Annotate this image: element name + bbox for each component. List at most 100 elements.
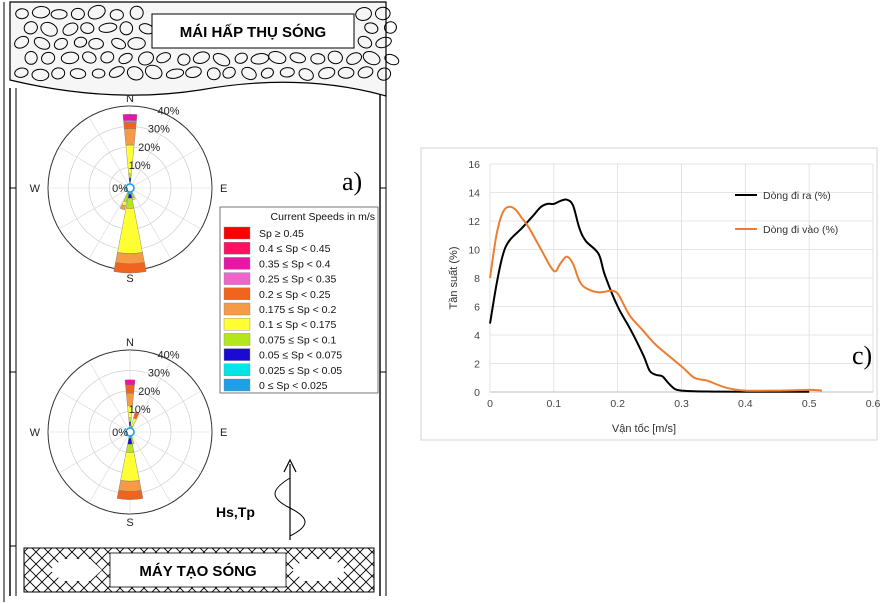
legend-swatch	[223, 287, 251, 300]
compass-s-label: S	[126, 273, 133, 285]
x-tick-label: 0.4	[738, 398, 753, 410]
rose-spoke	[88, 360, 131, 433]
legend-label: 0 ≤ Sp < 0.025	[259, 380, 328, 392]
legend-title: Current Speeds in m/s	[271, 211, 375, 223]
legend-series-label: Dòng đi vào (%)	[763, 224, 838, 236]
y-tick-label: 8	[474, 273, 480, 285]
rose-spoke	[129, 116, 172, 189]
legend-swatch	[223, 302, 251, 316]
rose-spoke	[58, 146, 131, 189]
rose-sector	[116, 490, 144, 500]
rose-sector	[124, 128, 136, 146]
panel-c: 0 0.1 0.2 0.3 0.4 0.5 0.6 0 2 4 6 8 10 12 14 16 Vận tốc…	[420, 147, 881, 441]
rose-sector	[123, 122, 137, 130]
rose-sector	[115, 252, 145, 264]
rose-spoke	[58, 187, 131, 230]
series-line-inflow	[489, 205, 822, 392]
rose-spoke	[129, 146, 202, 189]
rose-spoke	[129, 431, 172, 504]
legend-label: 0.4 ≤ Sp < 0.45	[259, 243, 331, 255]
rose-center-label: 0%	[112, 183, 128, 195]
rose-sector	[128, 417, 132, 423]
wave-label: Hs,Tp	[216, 504, 255, 520]
x-tick-label: 0.1	[547, 398, 562, 410]
rose-sector	[125, 384, 135, 394]
ring-label: 40%	[157, 106, 179, 118]
rose-sector	[133, 411, 140, 420]
ring-label: 20%	[138, 142, 160, 154]
legend-swatch	[223, 363, 251, 376]
wave-direction-arrow: Hs,Tp	[216, 458, 306, 540]
x-tick-label: 0.6	[866, 398, 881, 410]
y-tick-label: 14	[468, 188, 480, 200]
x-tick-label: 0.5	[802, 398, 817, 410]
rose-sector	[125, 443, 135, 453]
rose-spoke	[88, 431, 131, 504]
compass-w-label: W	[30, 427, 41, 439]
rose-sector	[128, 177, 132, 183]
y-tick-label: 10	[468, 245, 480, 257]
y-tick-label: 12	[468, 216, 480, 228]
legend-swatch	[223, 378, 251, 392]
legend-swatch	[223, 272, 251, 285]
y-tick-label: 2	[474, 359, 480, 371]
compass-n-label: N	[126, 337, 134, 349]
x-axis-label: Vận tốc [m/s]	[612, 423, 676, 435]
basin-walls	[3, 2, 387, 602]
compass-w-label: W	[30, 183, 41, 195]
rose-sector	[119, 204, 126, 211]
x-tick-label: 0.3	[674, 398, 689, 410]
legend-label: 0.075 ≤ Sp < 0.1	[259, 334, 336, 346]
rose-spoke	[58, 390, 131, 433]
legend-swatch	[223, 333, 251, 346]
rose-sector	[128, 421, 132, 427]
rose-lower: N S E W 0%10% 20% 30% 40%	[30, 337, 228, 529]
rose-upper: N S E W 0%10% 20% 30% 40%	[30, 93, 228, 285]
y-tick-label: 6	[474, 302, 480, 314]
panel-a-label: a)	[342, 167, 362, 196]
rose-sector	[130, 437, 135, 445]
rose-sector	[122, 114, 138, 121]
rose-center-label: 0%	[112, 427, 128, 439]
legend-swatch	[223, 348, 251, 361]
ring-label: 10%	[129, 404, 151, 416]
y-tick-label: 4	[474, 330, 480, 342]
legend-label: 0.35 ≤ Sp < 0.4	[259, 258, 331, 270]
wave-maker: MÁY TẠO SÓNG	[23, 547, 375, 593]
ring-label: 30%	[148, 124, 170, 136]
compass-e-label: E	[220, 183, 227, 195]
legend-label: 0.025 ≤ Sp < 0.05	[259, 365, 342, 377]
y-tick-label: 16	[468, 159, 480, 171]
rose-sector	[123, 120, 137, 123]
compass-n-label: N	[126, 93, 134, 105]
compass-s-label: S	[126, 517, 133, 529]
rose-sector	[124, 379, 136, 386]
ring-label: 20%	[138, 386, 160, 398]
bottom-banner-label: MÁY TẠO SÓNG	[139, 562, 256, 580]
y-axis-label: Tần suất (%)	[448, 247, 460, 310]
rose-spoke	[58, 431, 131, 474]
rose-sector	[127, 193, 133, 199]
top-banner: MÁI HẤP THỤ SÓNG	[151, 13, 355, 49]
legend-label: 0.05 ≤ Sp < 0.075	[259, 350, 342, 362]
x-tick-label: 0.2	[610, 398, 625, 410]
speed-legend: Current Speeds in m/s Sp ≥ 0.45 0.4 ≤ Sp …	[219, 206, 379, 394]
legend-swatch	[223, 241, 251, 255]
rose-spoke	[88, 187, 131, 260]
line-chart-series	[489, 198, 822, 393]
rose-sector	[128, 173, 132, 179]
rose-spoke	[129, 360, 172, 433]
legend-label: 0.1 ≤ Sp < 0.175	[259, 319, 336, 331]
compass-e-label: E	[220, 427, 227, 439]
legend-label: Sp ≥ 0.45	[259, 228, 304, 240]
top-banner-label: MÁI HẤP THỤ SÓNG	[180, 23, 326, 41]
rose-spoke	[88, 116, 131, 189]
rose-spoke	[129, 187, 202, 230]
series-line-outflow	[489, 198, 810, 393]
legend-swatch	[223, 257, 251, 270]
ring-label: 40%	[157, 350, 179, 362]
y-tick-label: 0	[474, 387, 480, 399]
ring-label: 30%	[148, 368, 170, 380]
